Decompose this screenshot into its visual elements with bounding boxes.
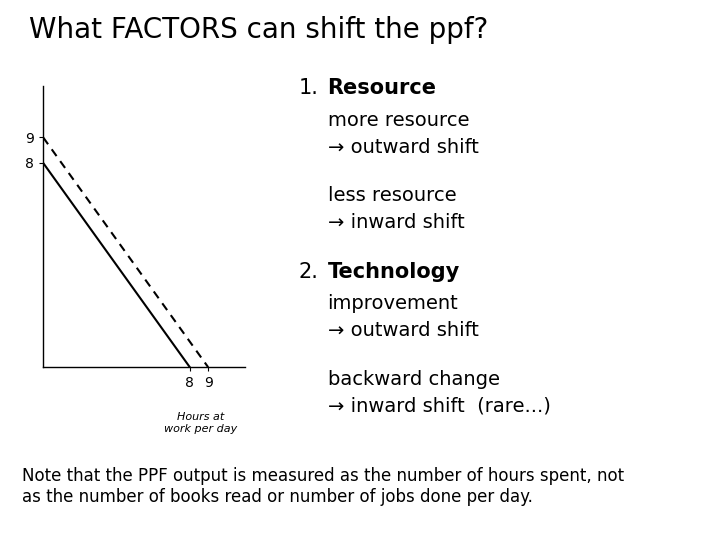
Text: more resource: more resource (328, 111, 469, 130)
Text: Resource: Resource (328, 78, 436, 98)
Text: less resource: less resource (328, 186, 456, 205)
Text: → outward shift: → outward shift (328, 138, 479, 157)
Text: 1.: 1. (299, 78, 319, 98)
Text: What FACTORS can shift the ppf?: What FACTORS can shift the ppf? (29, 16, 488, 44)
Text: backward change: backward change (328, 370, 500, 389)
Text: → outward shift: → outward shift (328, 321, 479, 340)
Text: Technology: Technology (328, 262, 460, 282)
X-axis label: Hours at
work per day: Hours at work per day (164, 412, 237, 434)
Text: → inward shift: → inward shift (328, 213, 464, 232)
Text: Note that the PPF output is measured as the number of hours spent, not
as the nu: Note that the PPF output is measured as … (22, 467, 624, 506)
Text: → inward shift  (rare...): → inward shift (rare...) (328, 397, 551, 416)
Text: improvement: improvement (328, 294, 459, 313)
Text: 2.: 2. (299, 262, 319, 282)
